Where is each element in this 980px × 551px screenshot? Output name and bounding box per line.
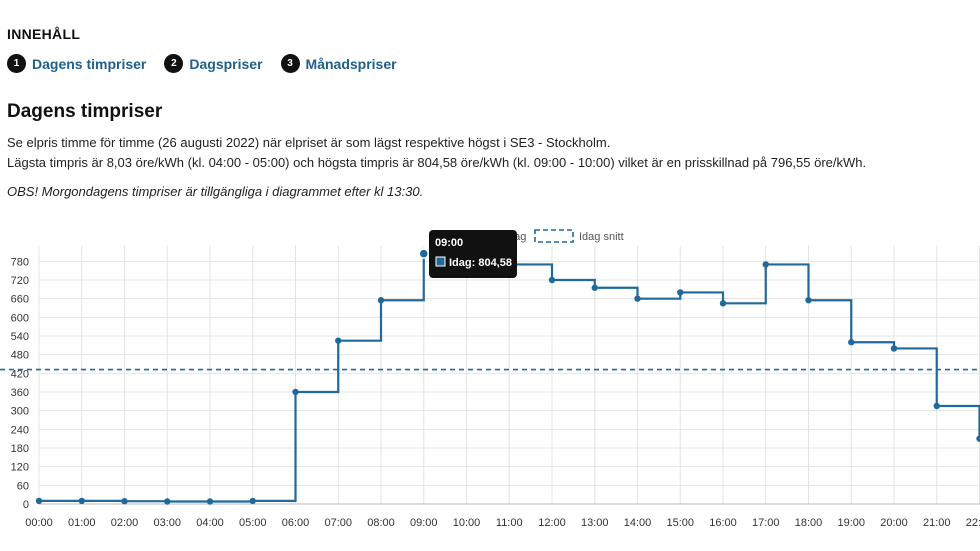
x-tick-label: 10:00 bbox=[453, 517, 481, 529]
x-tick-label: 06:00 bbox=[282, 517, 310, 529]
y-tick-label: 0 bbox=[23, 499, 29, 511]
price-summary-text: Lägsta timpris är 8,03 öre/kWh (kl. 04:0… bbox=[7, 155, 867, 170]
notice-text: OBS! Morgondagens timpriser är tillgängl… bbox=[7, 184, 424, 199]
y-tick-label: 600 bbox=[11, 312, 29, 324]
data-point bbox=[591, 284, 598, 291]
chart-tooltip: 09:00 Idag: 804,58 bbox=[418, 230, 517, 278]
toc-item-dagspriser[interactable]: 2 Dagspriser bbox=[164, 54, 263, 73]
toc-nav: 1 Dagens timpriser 2 Dagspriser 3 Månads… bbox=[7, 54, 415, 73]
y-tick-label: 240 bbox=[11, 424, 29, 436]
x-tick-label: 09:00 bbox=[410, 517, 438, 529]
toc-title: INNEHÅLL bbox=[7, 26, 81, 42]
x-tick-label: 14:00 bbox=[624, 517, 652, 529]
toc-link-label[interactable]: Månadspriser bbox=[305, 55, 397, 72]
data-point bbox=[78, 497, 85, 505]
data-point bbox=[677, 289, 684, 296]
data-point bbox=[121, 498, 128, 505]
data-point bbox=[164, 498, 171, 505]
tooltip-time: 09:00 bbox=[435, 237, 463, 249]
data-point bbox=[976, 435, 980, 442]
x-tick-label: 21:00 bbox=[923, 517, 951, 529]
x-tick-label: 16:00 bbox=[709, 517, 737, 529]
x-tick-label: 02:00 bbox=[111, 517, 139, 529]
data-point bbox=[848, 339, 855, 346]
y-tick-label: 480 bbox=[11, 350, 29, 362]
x-axis: 00:00 01:00 02:00 03:00 04:00 05:00 06:00 07:00… bbox=[25, 517, 980, 529]
x-tick-label: 22:00 bbox=[966, 517, 980, 529]
y-tick-label: 60 bbox=[17, 480, 29, 492]
legend-label-idag-snitt: Idag snitt bbox=[579, 231, 624, 243]
toc-number-badge: 2 bbox=[164, 54, 184, 73]
toc-item-manadspriser[interactable]: 3 Månadspriser bbox=[280, 54, 397, 73]
data-point bbox=[249, 497, 256, 505]
toc-number-badge: 3 bbox=[280, 54, 300, 73]
y-axis: 0 60 120 180 240 300 360 420 480 540 600 660 720 780 bbox=[11, 256, 29, 511]
data-point bbox=[206, 498, 214, 505]
data-point bbox=[377, 297, 385, 304]
x-tick-label: 12:00 bbox=[538, 517, 566, 529]
y-tick-label: 120 bbox=[11, 462, 29, 474]
data-point bbox=[805, 297, 812, 304]
data-point bbox=[335, 337, 342, 344]
x-tick-label: 05:00 bbox=[239, 517, 267, 529]
x-tick-label: 18:00 bbox=[795, 517, 823, 529]
data-point bbox=[548, 276, 556, 284]
y-tick-label: 540 bbox=[11, 331, 29, 343]
data-point bbox=[35, 497, 43, 505]
x-tick-label: 11:00 bbox=[496, 517, 523, 529]
data-point bbox=[933, 402, 940, 410]
data-point bbox=[762, 261, 769, 268]
data-point bbox=[719, 300, 727, 307]
data-point bbox=[634, 295, 641, 302]
y-tick-label: 780 bbox=[11, 256, 29, 268]
x-tick-label: 03:00 bbox=[153, 517, 181, 529]
tooltip-swatch bbox=[435, 256, 446, 267]
y-tick-label: 420 bbox=[11, 368, 29, 380]
legend-swatch-idag-snitt bbox=[534, 229, 574, 243]
x-tick-label: 13:00 bbox=[581, 517, 609, 529]
y-tick-label: 360 bbox=[11, 387, 29, 399]
x-tick-label: 00:00 bbox=[25, 517, 53, 529]
toc-number-badge: 1 bbox=[7, 54, 26, 73]
x-tick-label: 01:00 bbox=[68, 517, 96, 529]
data-point bbox=[890, 345, 898, 352]
tooltip-box bbox=[429, 230, 517, 278]
tooltip-value: Idag: 804,58 bbox=[449, 257, 512, 269]
series-line-idag bbox=[39, 252, 980, 503]
x-tick-label: 04:00 bbox=[196, 517, 224, 529]
chart-grid bbox=[38, 246, 980, 505]
toc-link-label[interactable]: Dagspriser bbox=[189, 55, 263, 72]
x-tick-label: 19:00 bbox=[837, 517, 865, 529]
x-tick-label: 20:00 bbox=[880, 517, 908, 529]
hourly-price-chart[interactable]: 060120180240300360420480540600660720780 … bbox=[0, 222, 980, 551]
section-title: Dagens timpriser bbox=[7, 101, 163, 122]
toc-link-label[interactable]: Dagens timpriser bbox=[32, 55, 147, 72]
y-tick-label: 180 bbox=[11, 443, 29, 455]
x-tick-label: 08:00 bbox=[367, 517, 395, 529]
y-tick-label: 720 bbox=[11, 275, 29, 287]
intro-text: Se elpris timme för timme (26 augusti 20… bbox=[7, 135, 611, 150]
tooltip-marker bbox=[418, 248, 429, 259]
x-tick-label: 17:00 bbox=[752, 517, 780, 529]
x-tick-label: 15:00 bbox=[666, 517, 694, 529]
y-tick-label: 300 bbox=[11, 406, 29, 418]
y-tick-label: 660 bbox=[11, 294, 29, 306]
toc-item-dagens-timpriser[interactable]: 1 Dagens timpriser bbox=[7, 54, 146, 73]
data-point bbox=[292, 388, 299, 396]
x-tick-label: 07:00 bbox=[324, 517, 352, 529]
